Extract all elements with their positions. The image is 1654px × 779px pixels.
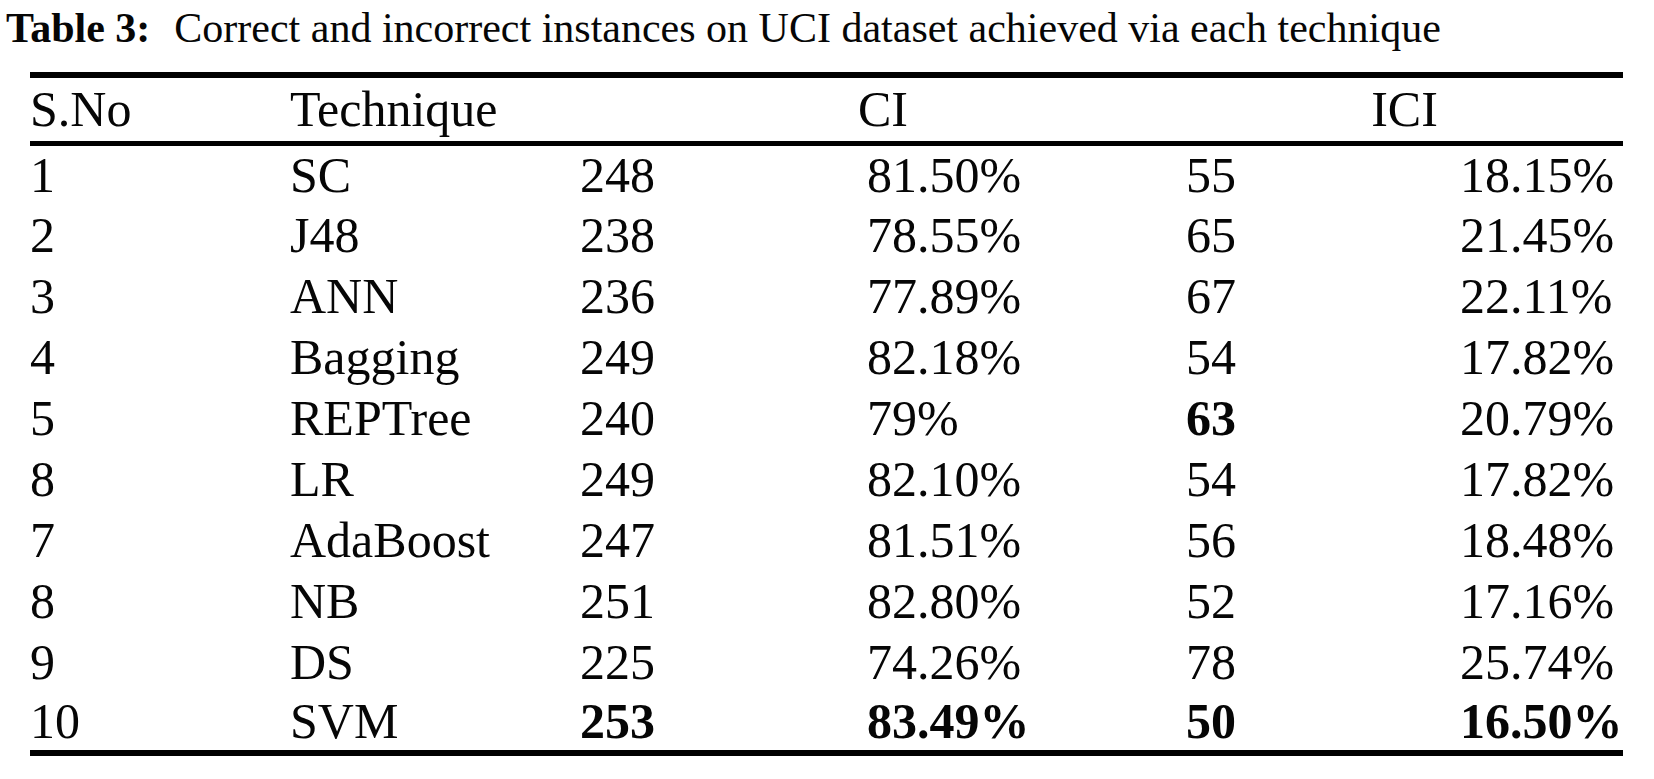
table-caption: Table 3: Correct and incorrect instances … bbox=[6, 2, 1441, 55]
cell-technique: SVM bbox=[290, 692, 580, 753]
cell-ci-pct: 78.55% bbox=[867, 204, 1186, 265]
cell-sno: 8 bbox=[30, 448, 290, 509]
cell-ici-pct: 17.82% bbox=[1460, 326, 1623, 387]
table-body: 1 SC 248 81.50% 55 18.15% 2 J48 238 78.5… bbox=[30, 143, 1623, 753]
cell-ici-count: 65 bbox=[1186, 204, 1460, 265]
cell-technique: J48 bbox=[290, 204, 580, 265]
cell-sno: 5 bbox=[30, 387, 290, 448]
cell-technique: Bagging bbox=[290, 326, 580, 387]
cell-ci-count: 238 bbox=[580, 204, 867, 265]
cell-ci-count: 249 bbox=[580, 326, 867, 387]
cell-ici-pct: 20.79% bbox=[1460, 387, 1623, 448]
table-caption-text: Correct and incorrect instances on UCI d… bbox=[174, 5, 1440, 51]
cell-ici-count: 55 bbox=[1186, 143, 1460, 204]
table-row: 9 DS 225 74.26% 78 25.74% bbox=[30, 631, 1623, 692]
cell-ci-count: 240 bbox=[580, 387, 867, 448]
document-page: Table 3: Correct and incorrect instances … bbox=[0, 0, 1654, 779]
cell-ici-count: 67 bbox=[1186, 265, 1460, 326]
table-row: 8 LR 249 82.10% 54 17.82% bbox=[30, 448, 1623, 509]
cell-ci-pct: 82.80% bbox=[867, 570, 1186, 631]
table-row: 8 NB 251 82.80% 52 17.16% bbox=[30, 570, 1623, 631]
cell-technique: SC bbox=[290, 143, 580, 204]
cell-technique: DS bbox=[290, 631, 580, 692]
table-header: S.No Technique CI ICI bbox=[30, 75, 1623, 143]
cell-ici-pct: 18.48% bbox=[1460, 509, 1623, 570]
col-header-ci: CI bbox=[580, 75, 1186, 143]
cell-sno: 9 bbox=[30, 631, 290, 692]
cell-ci-pct: 81.51% bbox=[867, 509, 1186, 570]
cell-ci-count: 225 bbox=[580, 631, 867, 692]
cell-ci-pct: 82.18% bbox=[867, 326, 1186, 387]
cell-ici-pct: 17.82% bbox=[1460, 448, 1623, 509]
table-row: 1 SC 248 81.50% 55 18.15% bbox=[30, 143, 1623, 204]
cell-ci-count: 249 bbox=[580, 448, 867, 509]
cell-sno: 8 bbox=[30, 570, 290, 631]
cell-ici-count: 78 bbox=[1186, 631, 1460, 692]
table-row: 3 ANN 236 77.89% 67 22.11% bbox=[30, 265, 1623, 326]
cell-ci-count: 247 bbox=[580, 509, 867, 570]
cell-ci-count: 248 bbox=[580, 143, 867, 204]
cell-ici-count: 52 bbox=[1186, 570, 1460, 631]
cell-ici-pct: 16.50% bbox=[1460, 692, 1623, 753]
table-row: 5 REPTree 240 79% 63 20.79% bbox=[30, 387, 1623, 448]
header-row: S.No Technique CI ICI bbox=[30, 75, 1623, 143]
cell-technique: REPTree bbox=[290, 387, 580, 448]
cell-ci-pct: 83.49% bbox=[867, 692, 1186, 753]
col-header-technique: Technique bbox=[290, 75, 580, 143]
cell-ci-count: 236 bbox=[580, 265, 867, 326]
cell-technique: ANN bbox=[290, 265, 580, 326]
cell-ici-count: 63 bbox=[1186, 387, 1460, 448]
table-row: 10 SVM 253 83.49% 50 16.50% bbox=[30, 692, 1623, 753]
table-caption-label: Table 3: bbox=[6, 5, 150, 51]
cell-ici-pct: 25.74% bbox=[1460, 631, 1623, 692]
cell-ci-pct: 77.89% bbox=[867, 265, 1186, 326]
col-header-sno: S.No bbox=[30, 75, 290, 143]
cell-sno: 7 bbox=[30, 509, 290, 570]
cell-ci-pct: 79% bbox=[867, 387, 1186, 448]
cell-ci-pct: 81.50% bbox=[867, 143, 1186, 204]
cell-ici-pct: 21.45% bbox=[1460, 204, 1623, 265]
cell-technique: NB bbox=[290, 570, 580, 631]
cell-sno: 2 bbox=[30, 204, 290, 265]
table-row: 4 Bagging 249 82.18% 54 17.82% bbox=[30, 326, 1623, 387]
cell-sno: 4 bbox=[30, 326, 290, 387]
cell-ci-pct: 74.26% bbox=[867, 631, 1186, 692]
cell-ci-pct: 82.10% bbox=[867, 448, 1186, 509]
cell-ici-pct: 22.11% bbox=[1460, 265, 1623, 326]
cell-ici-pct: 18.15% bbox=[1460, 143, 1623, 204]
table-row: 7 AdaBoost 247 81.51% 56 18.48% bbox=[30, 509, 1623, 570]
cell-sno: 1 bbox=[30, 143, 290, 204]
cell-technique: LR bbox=[290, 448, 580, 509]
cell-sno: 3 bbox=[30, 265, 290, 326]
cell-ici-count: 56 bbox=[1186, 509, 1460, 570]
cell-ici-count: 54 bbox=[1186, 448, 1460, 509]
cell-ici-pct: 17.16% bbox=[1460, 570, 1623, 631]
col-header-ici: ICI bbox=[1186, 75, 1623, 143]
cell-ci-count: 253 bbox=[580, 692, 867, 753]
cell-technique: AdaBoost bbox=[290, 509, 580, 570]
results-table: S.No Technique CI ICI 1 SC 248 81.50% 55… bbox=[30, 72, 1623, 756]
cell-sno: 10 bbox=[30, 692, 290, 753]
cell-ici-count: 50 bbox=[1186, 692, 1460, 753]
cell-ici-count: 54 bbox=[1186, 326, 1460, 387]
cell-ci-count: 251 bbox=[580, 570, 867, 631]
table-row: 2 J48 238 78.55% 65 21.45% bbox=[30, 204, 1623, 265]
